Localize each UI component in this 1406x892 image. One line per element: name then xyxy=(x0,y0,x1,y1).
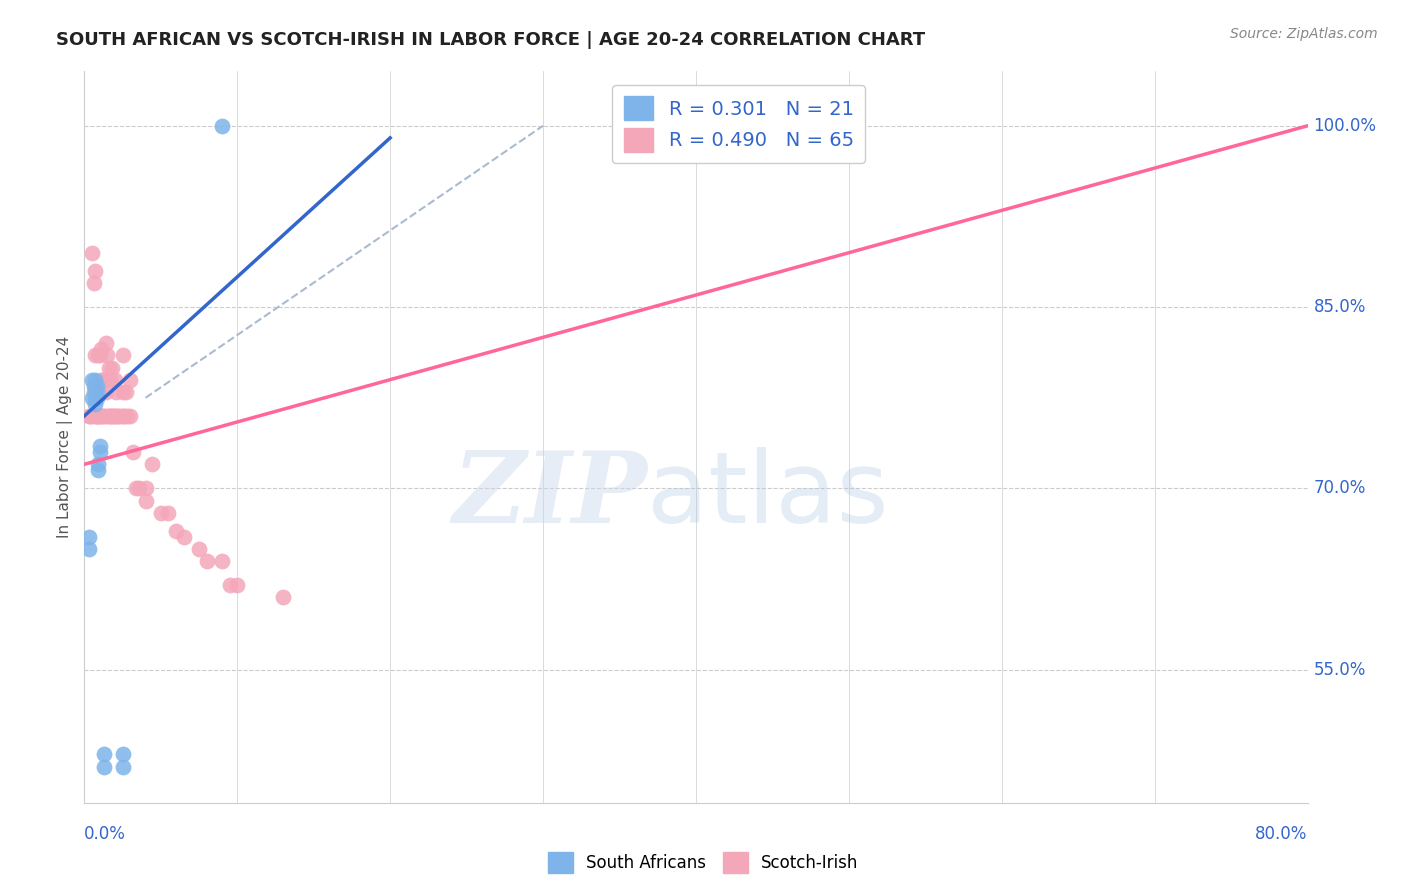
Point xyxy=(93,747,115,762)
Text: 70.0%: 70.0% xyxy=(1313,480,1365,498)
Point xyxy=(84,349,107,363)
Point xyxy=(141,457,163,471)
Point xyxy=(93,373,115,387)
Text: 0.0%: 0.0% xyxy=(84,824,127,843)
Point xyxy=(96,409,118,423)
Point xyxy=(149,506,172,520)
Point xyxy=(96,349,118,363)
Point xyxy=(90,343,112,357)
Point xyxy=(89,445,111,459)
Point xyxy=(89,409,111,423)
Point xyxy=(80,373,103,387)
Point xyxy=(84,373,107,387)
Text: 100.0%: 100.0% xyxy=(1313,117,1376,135)
Point xyxy=(87,457,110,471)
Point xyxy=(195,554,218,568)
Point xyxy=(77,541,100,556)
Point xyxy=(97,360,120,375)
Text: atlas: atlas xyxy=(647,447,889,544)
Point xyxy=(90,409,112,423)
Point xyxy=(111,747,134,762)
Point xyxy=(125,482,148,496)
Point xyxy=(83,378,105,392)
Point xyxy=(80,245,103,260)
Point xyxy=(122,445,145,459)
Point xyxy=(77,530,100,544)
Point xyxy=(271,591,294,605)
Point xyxy=(77,409,100,423)
Legend: South Africans, Scotch-Irish: South Africans, Scotch-Irish xyxy=(541,846,865,880)
Point xyxy=(135,493,157,508)
Text: 80.0%: 80.0% xyxy=(1256,824,1308,843)
Point xyxy=(80,409,103,423)
Point xyxy=(211,554,233,568)
Point xyxy=(79,409,101,423)
Point xyxy=(120,373,142,387)
Point xyxy=(84,391,107,405)
Point xyxy=(105,409,128,423)
Text: 55.0%: 55.0% xyxy=(1313,661,1365,679)
Point xyxy=(111,759,134,773)
Point xyxy=(761,119,783,133)
Point xyxy=(86,409,108,423)
Point xyxy=(89,439,111,453)
Point xyxy=(105,384,128,399)
Point xyxy=(165,524,187,538)
Point xyxy=(89,384,111,399)
Point xyxy=(104,409,127,423)
Point xyxy=(94,336,117,351)
Point xyxy=(97,409,120,423)
Point xyxy=(188,541,211,556)
Point xyxy=(84,409,107,423)
Point xyxy=(218,578,240,592)
Point xyxy=(89,349,111,363)
Point xyxy=(86,384,108,399)
Point xyxy=(86,378,108,392)
Point xyxy=(135,482,157,496)
Text: SOUTH AFRICAN VS SCOTCH-IRISH IN LABOR FORCE | AGE 20-24 CORRELATION CHART: SOUTH AFRICAN VS SCOTCH-IRISH IN LABOR F… xyxy=(56,31,925,49)
Point xyxy=(111,384,134,399)
Text: ZIP: ZIP xyxy=(453,448,647,544)
Point xyxy=(101,360,124,375)
Point xyxy=(128,482,150,496)
Point xyxy=(173,530,195,544)
Point xyxy=(112,409,135,423)
Point xyxy=(84,384,107,399)
Point xyxy=(80,391,103,405)
Point xyxy=(226,578,249,592)
Point xyxy=(157,506,180,520)
Point xyxy=(111,409,134,423)
Point xyxy=(120,409,142,423)
Point xyxy=(103,409,125,423)
Point xyxy=(107,409,129,423)
Point xyxy=(90,373,112,387)
Point xyxy=(211,119,233,133)
Point xyxy=(98,373,121,387)
Point xyxy=(101,409,124,423)
Point xyxy=(91,373,114,387)
Point xyxy=(93,409,115,423)
Point xyxy=(87,349,110,363)
Point xyxy=(86,409,108,423)
Point xyxy=(94,384,117,399)
Point xyxy=(87,409,110,423)
Point xyxy=(111,349,134,363)
Point xyxy=(84,264,107,278)
Point xyxy=(115,409,138,423)
Point xyxy=(104,373,127,387)
Point xyxy=(91,409,114,423)
Point xyxy=(83,276,105,290)
Point xyxy=(93,759,115,773)
Point xyxy=(87,463,110,477)
Point xyxy=(86,391,108,405)
Text: Source: ZipAtlas.com: Source: ZipAtlas.com xyxy=(1230,27,1378,41)
Text: 85.0%: 85.0% xyxy=(1313,298,1365,316)
Point xyxy=(108,409,131,423)
Point xyxy=(114,384,136,399)
Point xyxy=(98,409,121,423)
Legend: R = 0.301   N = 21, R = 0.490   N = 65: R = 0.301 N = 21, R = 0.490 N = 65 xyxy=(612,85,865,163)
Y-axis label: In Labor Force | Age 20-24: In Labor Force | Age 20-24 xyxy=(58,336,73,538)
Point xyxy=(83,384,105,399)
Point xyxy=(84,397,107,411)
